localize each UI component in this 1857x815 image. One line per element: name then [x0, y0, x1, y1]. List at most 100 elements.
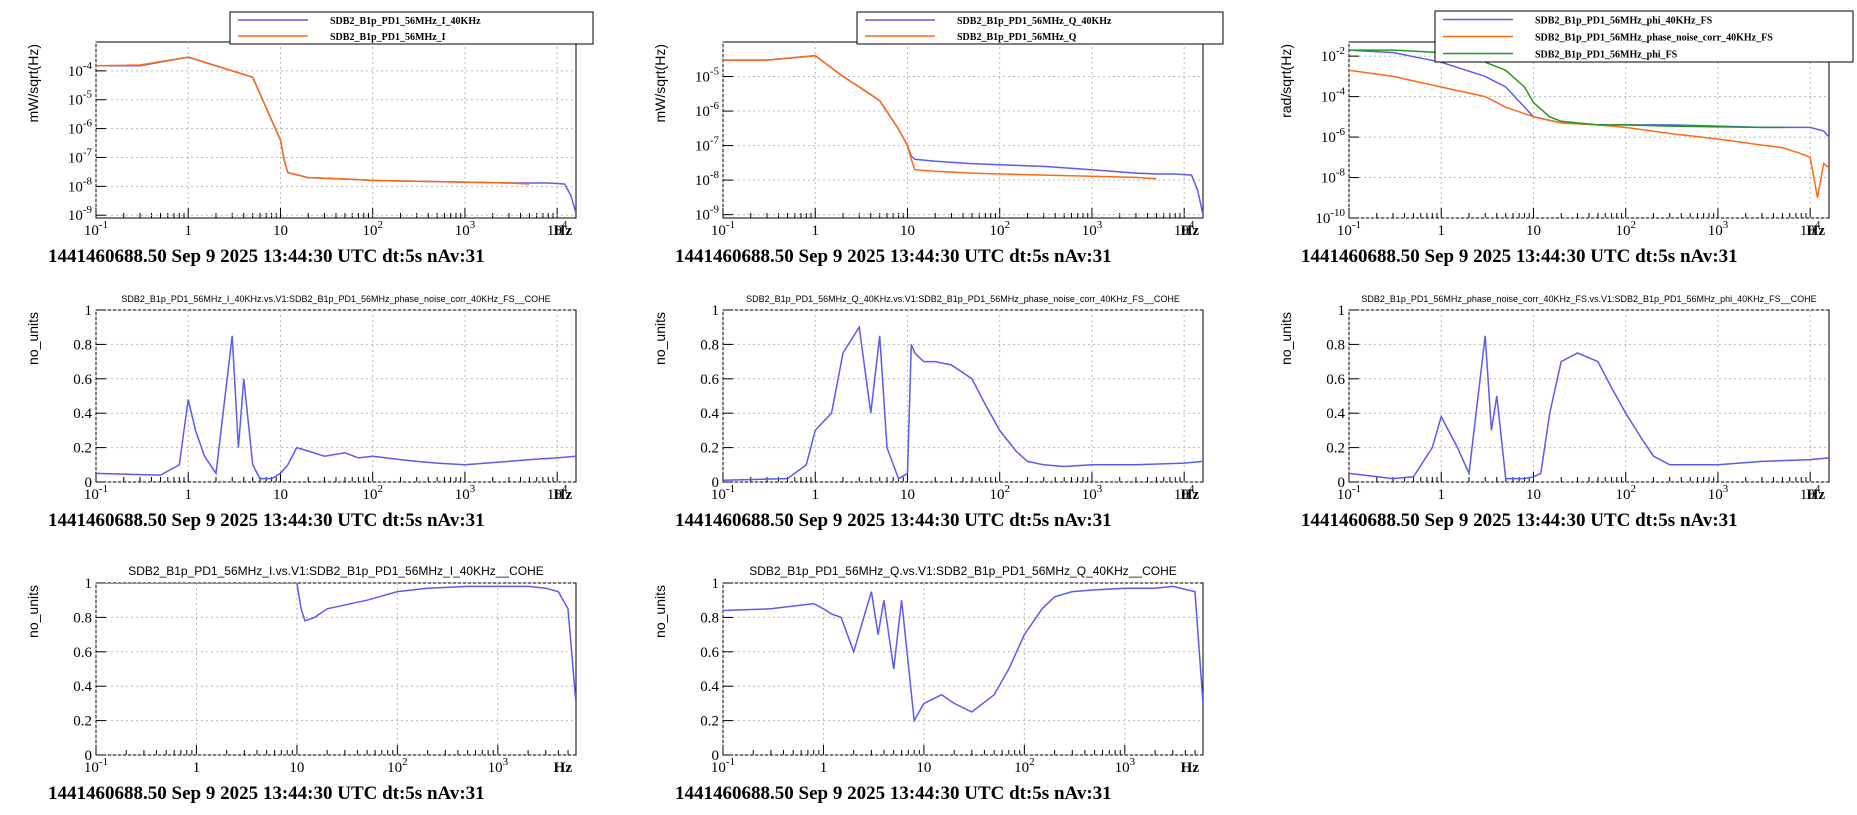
y-tick-label: 1: [85, 303, 93, 319]
series-line-SDB2_B1p_PD1_56MHz_Q: [723, 54, 1157, 180]
x-tick-label: 102: [362, 483, 383, 503]
x-tick-label: 10: [900, 223, 915, 239]
y-tick-label: 0.4: [700, 679, 719, 695]
plot-caption: 1441460688.50 Sep 9 2025 13:44:30 UTC dt…: [1301, 510, 1738, 531]
x-tick-label: 10-1: [711, 756, 735, 776]
y-axis-label: no_units: [652, 312, 668, 365]
series-line-SDB2_B1p_PD1_56MHz_phase_noise_corr_40KHz_FS: [1349, 69, 1829, 198]
y-axis-label: mW/sqrt(Hz): [25, 44, 41, 123]
plot-caption: 1441460688.50 Sep 9 2025 13:44:30 UTC dt…: [48, 783, 485, 804]
y-tick-label: 10-6: [695, 100, 720, 120]
x-tick-label: 104: [1800, 483, 1821, 503]
series-line-cohe-phase-phi-0: [1349, 335, 1829, 480]
x-tick-label: 103: [1082, 219, 1103, 239]
x-unit-label: Hz: [1181, 223, 1200, 239]
legend: SDB2_B1p_PD1_56MHz_phi_40KHz_FS SDB2_B1p_…: [1434, 10, 1854, 63]
y-tick-label: 10-8: [68, 175, 93, 195]
x-unit-label: Hz: [1181, 487, 1200, 503]
series-line-cohe-i-phase-0: [96, 335, 576, 480]
y-tick-label: 0: [712, 475, 720, 491]
x-tick-label: 102: [362, 219, 383, 239]
legend-entry: SDB2_B1p_PD1_56MHz_phi_40KHz_FS: [1535, 16, 1713, 27]
y-tick-label: 1: [712, 303, 720, 319]
legend: SDB2_B1p_PD1_56MHz_I_40KHz SDB2_B1p_PD1_5…: [229, 11, 594, 45]
x-tick-label: 103: [1708, 219, 1729, 239]
x-tick-label: 103: [1708, 483, 1729, 503]
x-tick-label: 1: [1437, 487, 1445, 503]
legend-box: [229, 11, 594, 45]
y-tick-label: 0.8: [1326, 337, 1345, 353]
y-tick-label: 10-7: [695, 135, 720, 155]
y-axis-label: rad/sqrt(Hz): [1278, 44, 1294, 118]
x-tick-label: 103: [1082, 483, 1103, 503]
plot-frame: [95, 41, 577, 219]
x-tick-label: 10-1: [1337, 219, 1361, 239]
y-tick-label: 0.8: [73, 610, 92, 626]
series-line-cohe-q-q40-0: [723, 585, 1203, 724]
x-tick-label: 10-1: [711, 483, 735, 503]
y-tick-label: 1: [85, 576, 93, 592]
x-tick-label: 102: [387, 756, 408, 776]
y-tick-label: 0.8: [700, 337, 719, 353]
chart-title: SDB2_B1p_PD1_56MHz_I_40KHz.vs.V1:SDB2_B1…: [121, 294, 550, 304]
y-tick-label: 10-4: [1321, 86, 1346, 106]
x-tick-label: 1: [811, 487, 819, 503]
x-tick-label: 10: [289, 760, 304, 776]
x-tick-label: 104: [1174, 483, 1195, 503]
x-tick-label: 103: [1115, 756, 1136, 776]
plot-frame: [722, 41, 1204, 219]
x-tick-label: 1: [1437, 223, 1445, 239]
y-axis-label: no_units: [652, 585, 668, 638]
x-tick-label: 102: [1615, 483, 1636, 503]
y-tick-label: 10-10: [1315, 207, 1345, 227]
plot-frame: [722, 582, 1204, 756]
y-tick-label: 10-5: [68, 89, 93, 109]
x-tick-label: 1: [820, 760, 828, 776]
y-tick-label: 10-6: [68, 118, 93, 138]
x-tick-label: 10: [916, 760, 931, 776]
series-line-SDB2_B1p_PD1_56MHz_I: [96, 56, 530, 185]
y-tick-label: 0.8: [73, 337, 92, 353]
series-line-cohe-q-phase-0: [723, 325, 1203, 482]
y-tick-label: 1: [1338, 303, 1346, 319]
y-tick-label: 1: [712, 576, 720, 592]
y-tick-label: 0.4: [1326, 406, 1345, 422]
legend: SDB2_B1p_PD1_56MHz_Q_40KHz SDB2_B1p_PD1_5…: [856, 11, 1224, 45]
y-tick-label: 0.6: [700, 372, 719, 388]
y-tick-label: 0: [85, 475, 93, 491]
y-tick-label: 0: [1338, 475, 1346, 491]
legend-entry: SDB2_B1p_PD1_56MHz_I: [330, 32, 446, 43]
x-tick-label: 102: [989, 483, 1010, 503]
x-tick-label: 10: [1526, 487, 1541, 503]
y-axis-label: mW/sqrt(Hz): [652, 44, 668, 123]
x-unit-label: Hz: [1807, 223, 1826, 239]
legend-entry: SDB2_B1p_PD1_56MHz_phi_FS: [1535, 50, 1678, 61]
y-tick-label: 0.6: [700, 645, 719, 661]
y-tick-label: 0.2: [700, 714, 719, 730]
x-tick-label: 10-1: [84, 219, 108, 239]
x-tick-label: 10-1: [84, 756, 108, 776]
y-tick-label: 10-9: [68, 204, 93, 224]
x-tick-label: 10-1: [84, 483, 108, 503]
plot-caption: 1441460688.50 Sep 9 2025 13:44:30 UTC dt…: [48, 246, 485, 267]
chart-title: SDB2_B1p_PD1_56MHz_Q_40KHz.vs.V1:SDB2_B1…: [746, 294, 1180, 304]
x-tick-label: 102: [989, 219, 1010, 239]
x-unit-label: Hz: [554, 223, 573, 239]
y-tick-label: 10-8: [1321, 167, 1346, 187]
legend-entry: SDB2_B1p_PD1_56MHz_Q_40KHz: [957, 16, 1112, 27]
plot-caption: 1441460688.50 Sep 9 2025 13:44:30 UTC dt…: [675, 246, 1112, 267]
y-tick-label: 0.4: [700, 406, 719, 422]
y-tick-label: 10-9: [695, 204, 720, 224]
y-axis-label: no_units: [25, 312, 41, 365]
y-tick-label: 0: [712, 748, 720, 764]
y-tick-label: 0.6: [1326, 372, 1345, 388]
plot-frame: [1348, 41, 1830, 219]
legend-entry: SDB2_B1p_PD1_56MHz_phase_noise_corr_40KH…: [1535, 33, 1773, 44]
y-axis-label: no_units: [25, 585, 41, 638]
x-tick-label: 103: [455, 483, 476, 503]
chart-title: SDB2_B1p_PD1_56MHz_phase_noise_corr_40KH…: [1361, 294, 1816, 304]
